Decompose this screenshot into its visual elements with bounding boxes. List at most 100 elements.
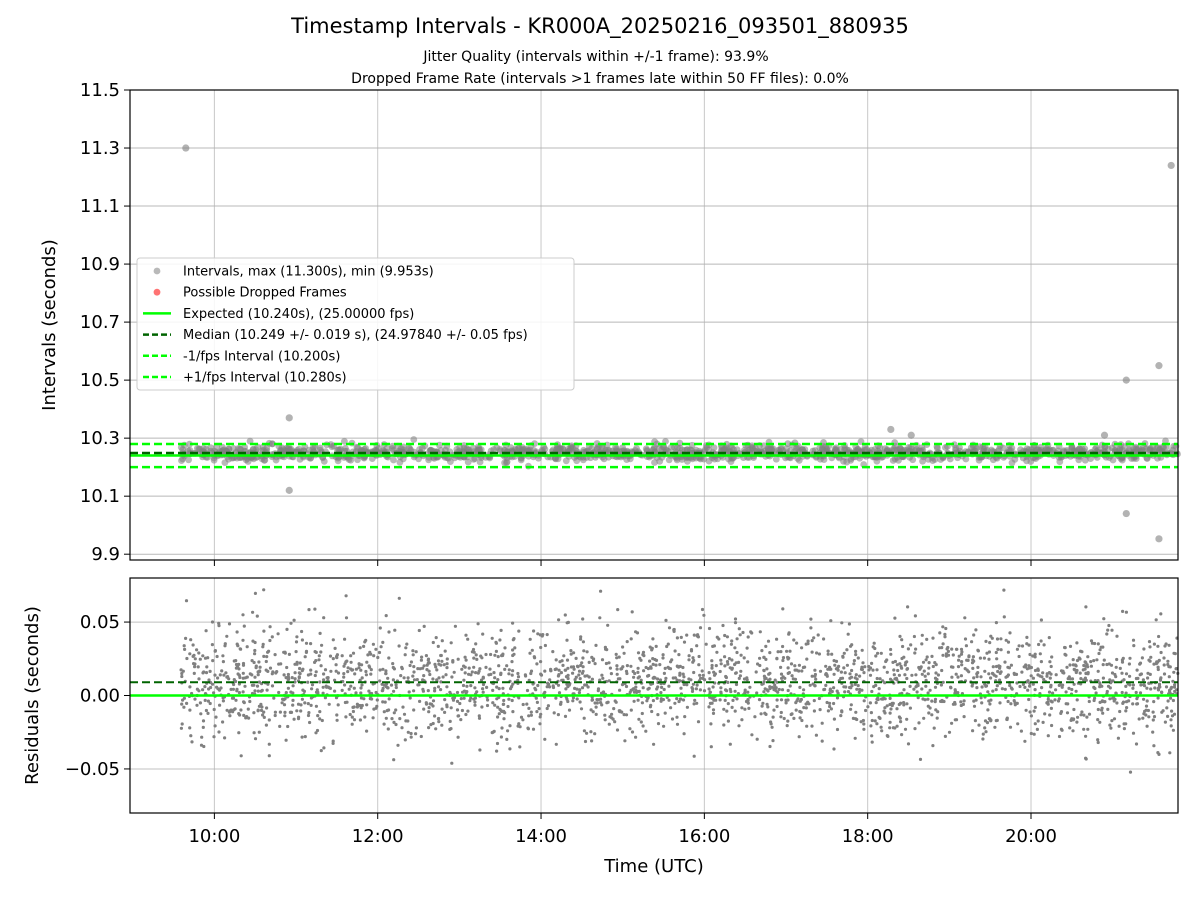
residual-point bbox=[510, 621, 515, 625]
intervals-y-tick-label: 11.1 bbox=[80, 196, 120, 217]
residual-point bbox=[735, 637, 739, 641]
residual-point bbox=[737, 676, 741, 681]
residual-point bbox=[256, 689, 260, 693]
residual-point bbox=[352, 718, 357, 722]
residual-point bbox=[422, 674, 426, 678]
interval-point bbox=[470, 456, 478, 463]
residual-point bbox=[689, 678, 693, 682]
residual-point bbox=[213, 724, 217, 728]
residual-point bbox=[658, 678, 663, 682]
residual-point bbox=[262, 710, 266, 714]
residual-point bbox=[783, 676, 787, 680]
residual-point bbox=[905, 676, 909, 681]
residual-point bbox=[963, 616, 967, 620]
residual-point bbox=[392, 667, 396, 671]
residual-point bbox=[193, 657, 197, 661]
residual-point bbox=[895, 707, 899, 711]
residual-point bbox=[491, 688, 495, 693]
interval-point bbox=[337, 445, 344, 453]
interval-point bbox=[725, 455, 732, 463]
residual-point bbox=[474, 642, 478, 646]
residual-point bbox=[658, 663, 662, 667]
residual-point bbox=[1145, 724, 1149, 728]
residual-point bbox=[624, 684, 629, 689]
residual-point bbox=[409, 735, 413, 739]
residual-point bbox=[1110, 719, 1114, 723]
residual-point bbox=[318, 710, 322, 714]
residual-point bbox=[416, 683, 420, 687]
residual-point bbox=[690, 689, 695, 694]
residual-point bbox=[506, 704, 510, 709]
residual-point bbox=[516, 671, 520, 676]
residual-point bbox=[1035, 727, 1039, 732]
residual-point bbox=[409, 660, 413, 664]
residual-point bbox=[422, 707, 426, 711]
residual-point bbox=[310, 683, 315, 687]
residual-point bbox=[251, 610, 255, 614]
residual-point bbox=[832, 701, 836, 706]
x-tick-label: 10:00 bbox=[188, 826, 240, 847]
legend-box bbox=[136, 257, 575, 391]
residual-point bbox=[1142, 684, 1147, 688]
residual-point bbox=[386, 676, 390, 680]
residual-point bbox=[406, 676, 410, 680]
residual-point bbox=[822, 637, 826, 641]
residual-point bbox=[557, 618, 561, 622]
residual-point bbox=[331, 638, 335, 642]
residual-point bbox=[556, 683, 561, 687]
residual-point bbox=[959, 652, 964, 656]
residual-point bbox=[212, 735, 216, 739]
residual-point bbox=[242, 624, 246, 628]
residual-point bbox=[340, 688, 344, 693]
residual-point bbox=[1128, 674, 1132, 678]
interval-point bbox=[1008, 459, 1016, 467]
residual-point bbox=[900, 638, 904, 642]
residual-point bbox=[1025, 642, 1029, 646]
intervals-y-axis-label: Intervals (seconds) bbox=[39, 239, 60, 411]
residual-point bbox=[486, 698, 490, 702]
residual-point bbox=[416, 667, 420, 671]
residual-point bbox=[991, 665, 995, 669]
residual-point bbox=[189, 638, 193, 642]
residual-point bbox=[1004, 675, 1008, 679]
residual-point bbox=[445, 703, 449, 707]
residual-point bbox=[536, 632, 540, 636]
residual-point bbox=[272, 696, 276, 700]
residual-point bbox=[972, 633, 976, 637]
residual-point bbox=[467, 672, 471, 676]
residual-point bbox=[786, 698, 790, 702]
residual-point bbox=[843, 690, 847, 694]
residual-point bbox=[1146, 676, 1150, 680]
residual-point bbox=[321, 685, 325, 689]
residual-point bbox=[874, 701, 878, 705]
interval-point bbox=[1017, 446, 1024, 454]
residual-point bbox=[587, 660, 591, 665]
residual-point bbox=[221, 699, 225, 703]
residual-point bbox=[379, 645, 383, 649]
residual-point bbox=[296, 717, 301, 721]
residual-point bbox=[309, 642, 313, 646]
residual-point bbox=[473, 696, 477, 700]
residual-point bbox=[672, 629, 676, 634]
residual-point bbox=[846, 690, 851, 694]
residual-point bbox=[1139, 683, 1143, 687]
residual-point bbox=[941, 680, 945, 684]
residual-point bbox=[629, 664, 633, 668]
residual-point bbox=[842, 685, 846, 689]
residual-point bbox=[506, 729, 510, 733]
residual-point bbox=[436, 685, 441, 689]
residual-point bbox=[813, 668, 817, 672]
residual-point bbox=[543, 737, 547, 741]
interval-point bbox=[904, 448, 912, 456]
residual-point bbox=[1164, 685, 1169, 689]
residual-point bbox=[946, 649, 951, 654]
residual-point bbox=[322, 616, 326, 620]
residual-point bbox=[1054, 673, 1058, 677]
residual-point bbox=[1039, 639, 1043, 643]
residual-point bbox=[198, 701, 202, 705]
residual-point bbox=[983, 682, 987, 686]
residual-point bbox=[632, 675, 636, 679]
residual-point bbox=[645, 699, 649, 703]
residual-point bbox=[700, 607, 705, 612]
residual-point bbox=[581, 640, 586, 644]
